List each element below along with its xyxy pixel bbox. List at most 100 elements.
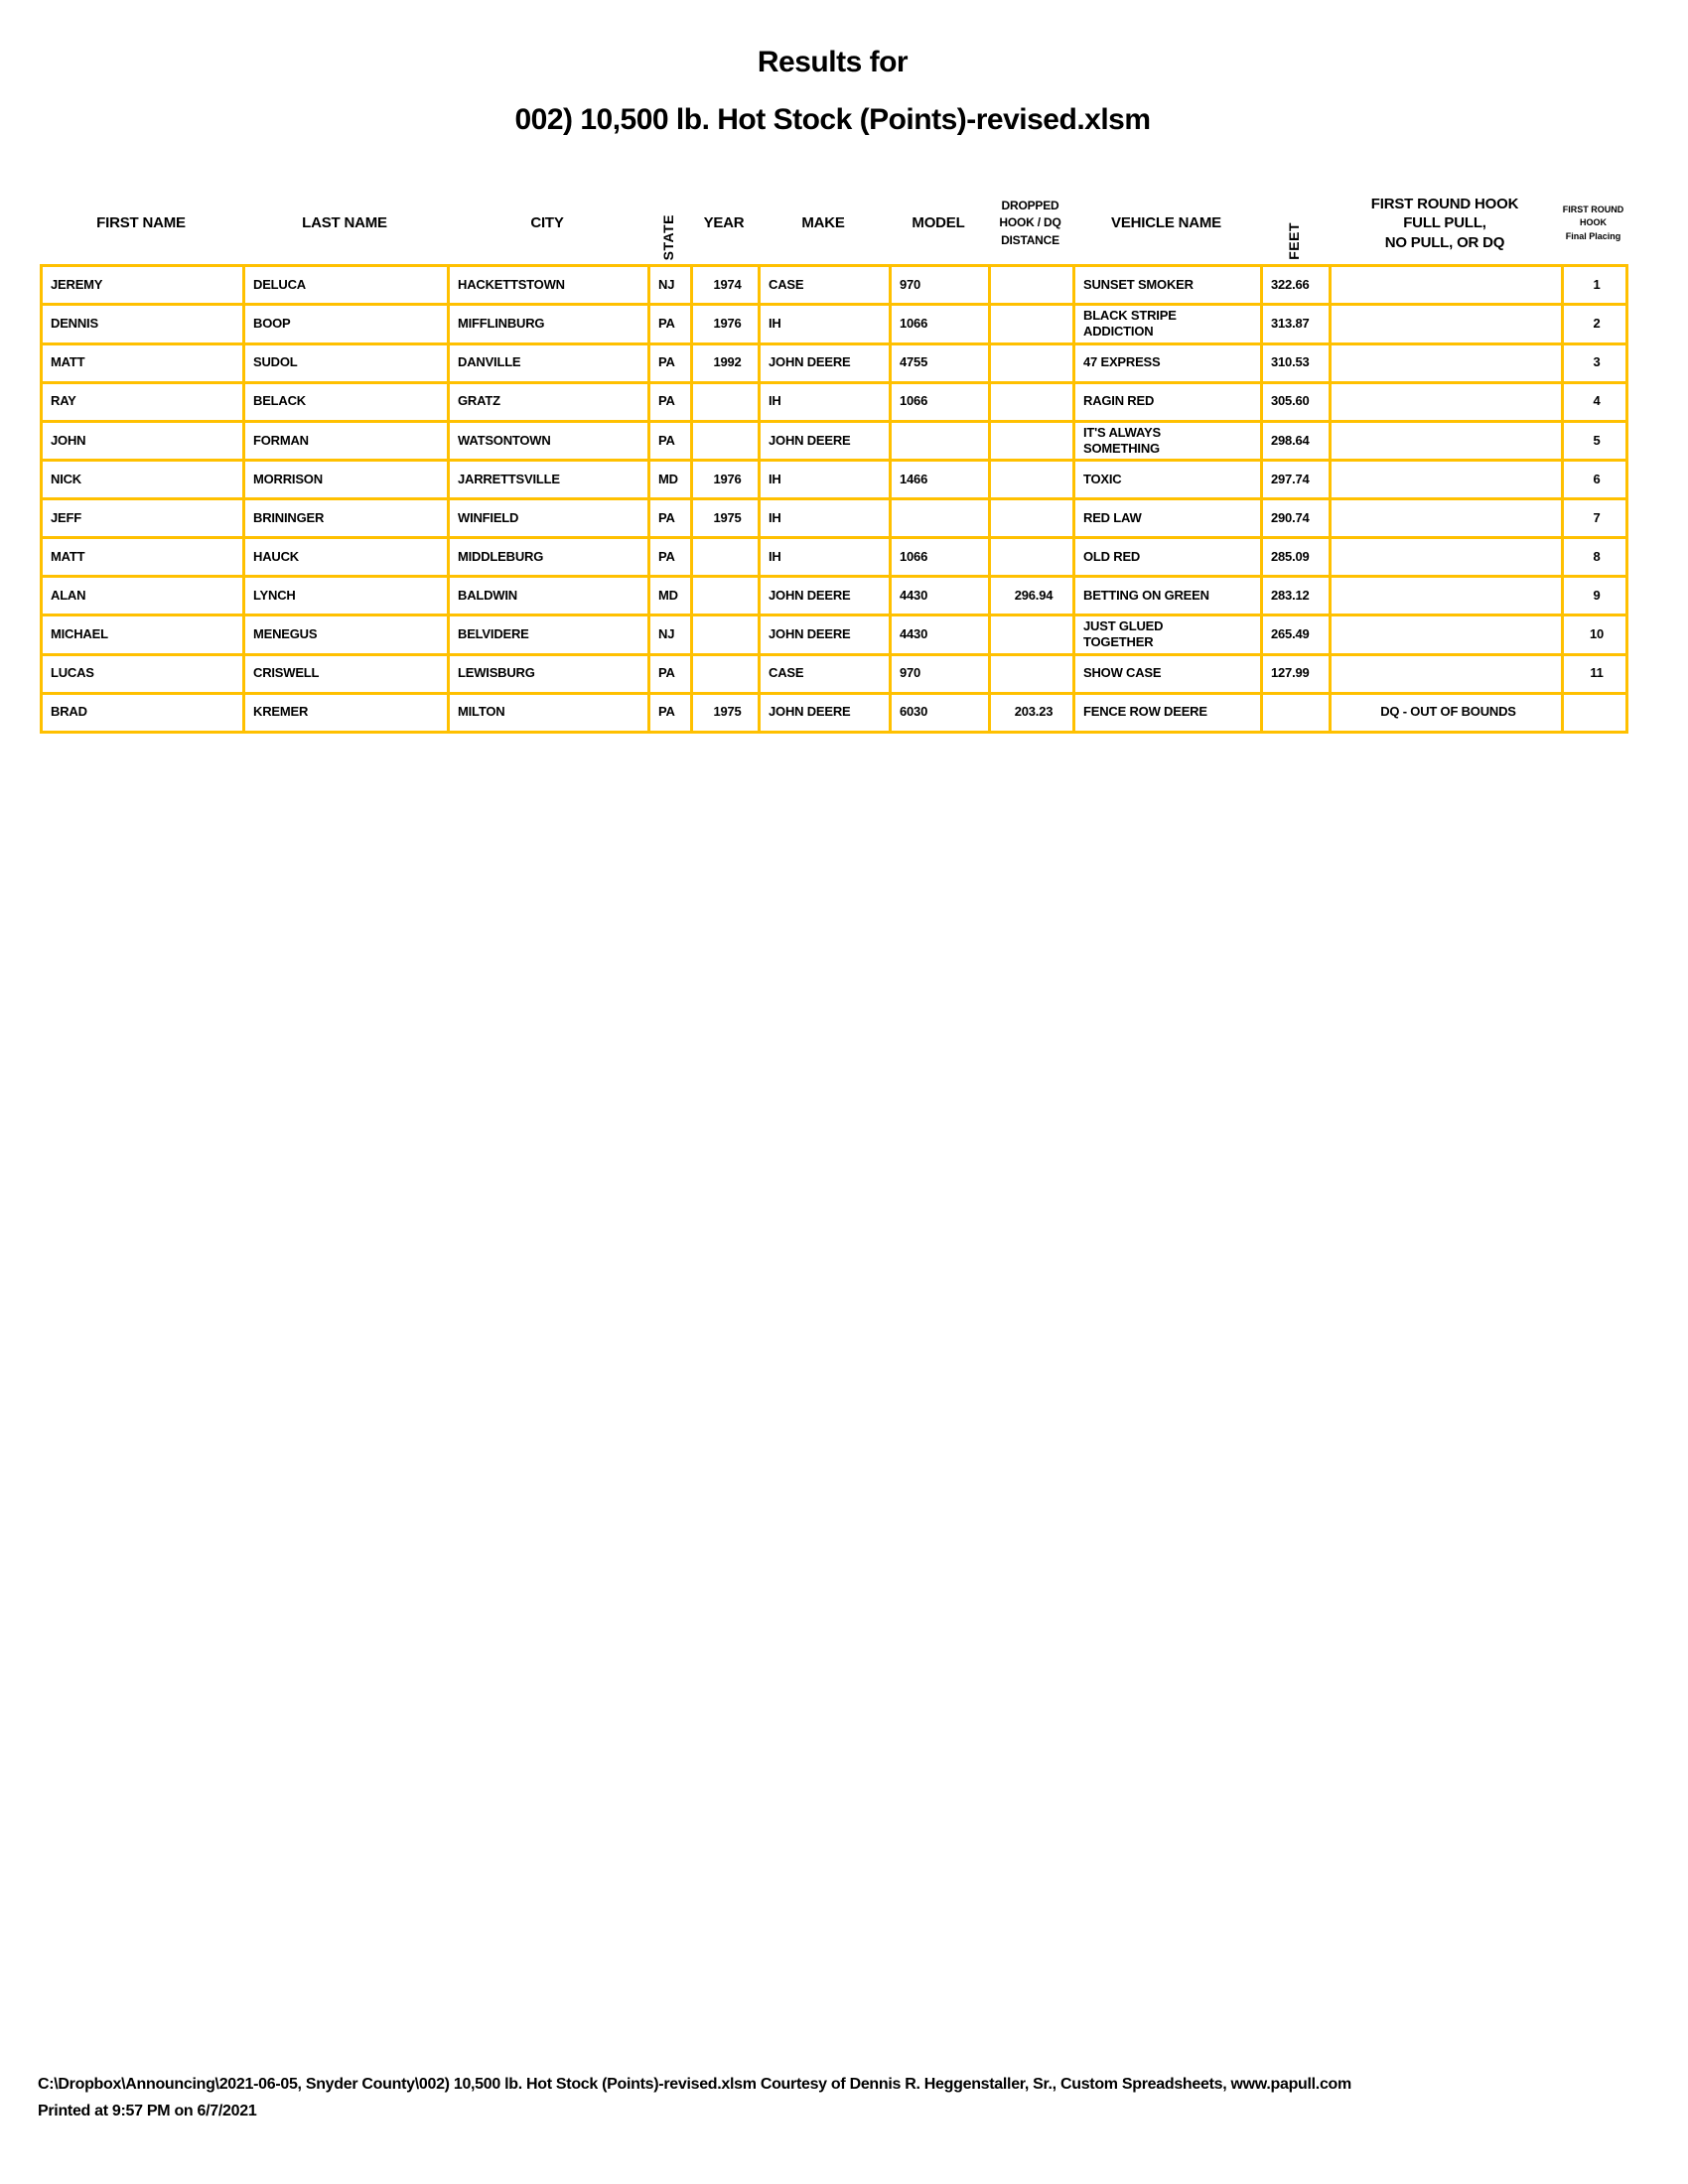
cell-city: MIFFLINBURG [447,303,650,345]
cell-vehicle: JUST GLUED TOGETHER [1072,614,1263,656]
cell-city: BALDWIN [447,575,650,616]
cell-first_name: MICHAEL [40,614,245,656]
cell-feet: 265.49 [1260,614,1332,656]
cell-last_name: FORMAN [242,419,450,462]
cell-placing: 7 [1561,497,1628,539]
cell-state: PA [647,380,693,423]
cell-vehicle: SHOW CASE [1072,652,1263,695]
cell-feet: 297.74 [1260,459,1332,500]
cell-last_name: LYNCH [242,575,450,616]
cell-first_round [1329,264,1564,306]
cell-city: GRATZ [447,380,650,423]
cell-first_name: NICK [40,459,245,500]
cell-state: PA [647,303,693,345]
cell-state: PA [647,652,693,695]
page-subtitle-filename: 002) 10,500 lb. Hot Stock (Points)-revis… [514,103,1151,136]
table-row: JEREMY DELUCA HACKETTSTOWN NJ 1974 CASE 970 SUN… [40,264,1628,306]
column-header-label: DROPPED HOOK / DQ DISTANCE [999,198,1061,247]
cell-dropped [988,536,1075,578]
cell-feet: 322.66 [1260,264,1332,306]
cell-first_round [1329,341,1564,384]
cell-state: PA [647,497,693,539]
cell-dropped [988,419,1075,462]
cell-vehicle: 47 EXPRESS [1072,341,1263,384]
cell-first_name: JOHN [40,419,245,462]
cell-state: PA [647,341,693,384]
footer-filepath: C:\Dropbox\Announcing\2021-06-05, Snyder… [38,2076,1351,2093]
cell-make: IH [758,497,892,539]
cell-model [889,419,991,462]
cell-feet: 298.64 [1260,419,1332,462]
column-header-label: MAKE [801,214,845,232]
column-header-dropped: DROPPED HOOK / DQ DISTANCE [988,198,1072,249]
cell-model: 1466 [889,459,991,500]
column-header-label: FIRST ROUND HOOK Final Placing [1562,204,1624,241]
cell-dropped [988,380,1075,423]
cell-city: DANVILLE [447,341,650,384]
cell-first_name: BRAD [40,691,245,734]
cell-first_name: MATT [40,536,245,578]
cell-year: 1975 [690,497,761,539]
table-row: JOHN FORMAN WATSONTOWN PA JOHN DEERE IT'S ALW… [40,419,1628,462]
cell-last_name: BELACK [242,380,450,423]
cell-last_name: BOOP [242,303,450,345]
cell-make: IH [758,536,892,578]
column-header-state: STATE [647,214,690,264]
cell-state: PA [647,419,693,462]
cell-model: 4430 [889,575,991,616]
cell-make: JOHN DEERE [758,341,892,384]
cell-placing: 5 [1561,419,1628,462]
cell-feet: 313.87 [1260,303,1332,345]
cell-feet: 285.09 [1260,536,1332,578]
cell-make: JOHN DEERE [758,614,892,656]
cell-model: 970 [889,652,991,695]
table-row: NICK MORRISON JARRETTSVILLE MD 1976 IH 1466 TOX… [40,459,1628,500]
table-row: DENNIS BOOP MIFFLINBURG PA 1976 IH 1066 BLACK S… [40,303,1628,345]
cell-vehicle: BETTING ON GREEN [1072,575,1263,616]
cell-make: CASE [758,652,892,695]
column-header-label: YEAR [703,214,745,232]
table-row: MATT HAUCK MIDDLEBURG PA IH 1066 OLD RED 285.09… [40,536,1628,578]
cell-first_round [1329,459,1564,500]
cell-year: 1976 [690,459,761,500]
cell-dropped [988,264,1075,306]
cell-first_name: RAY [40,380,245,423]
cell-make: CASE [758,264,892,306]
cell-placing: 1 [1561,264,1628,306]
cell-first_round [1329,652,1564,695]
cell-dropped [988,341,1075,384]
cell-placing [1561,691,1628,734]
cell-feet: 127.99 [1260,652,1332,695]
cell-first_name: JEFF [40,497,245,539]
table-row: LUCAS CRISWELL LEWISBURG PA CASE 970 SHOW CASE… [40,652,1628,695]
cell-dropped [988,497,1075,539]
cell-feet: 310.53 [1260,341,1332,384]
page-title: Results for [757,46,909,78]
cell-feet: 305.60 [1260,380,1332,423]
cell-last_name: SUDOL [242,341,450,384]
cell-placing: 2 [1561,303,1628,345]
column-header-make: MAKE [758,213,889,233]
cell-state: MD [647,575,693,616]
cell-state: NJ [647,614,693,656]
cell-first_round [1329,380,1564,423]
table-row: JEFF BRININGER WINFIELD PA 1975 IH RED LAW 290.… [40,497,1628,539]
column-header-year: YEAR [690,213,758,233]
cell-state: PA [647,691,693,734]
cell-vehicle: RAGIN RED [1072,380,1263,423]
cell-last_name: HAUCK [242,536,450,578]
footer-printed-timestamp: Printed at 9:57 PM on 6/7/2021 [38,2103,257,2119]
table-row: MATT SUDOL DANVILLE PA 1992 JOHN DEERE 4755 47 … [40,341,1628,384]
cell-dropped: 296.94 [988,575,1075,616]
column-header-vehicle: VEHICLE NAME [1072,213,1260,233]
cell-year [690,419,761,462]
cell-year [690,536,761,578]
cell-placing: 10 [1561,614,1628,656]
cell-vehicle: OLD RED [1072,536,1263,578]
cell-model: 6030 [889,691,991,734]
cell-first_round [1329,575,1564,616]
cell-dropped [988,303,1075,345]
results-table: JEREMY DELUCA HACKETTSTOWN NJ 1974 CASE 970 SUN… [40,264,1628,734]
cell-city: HACKETTSTOWN [447,264,650,306]
cell-first_round [1329,614,1564,656]
